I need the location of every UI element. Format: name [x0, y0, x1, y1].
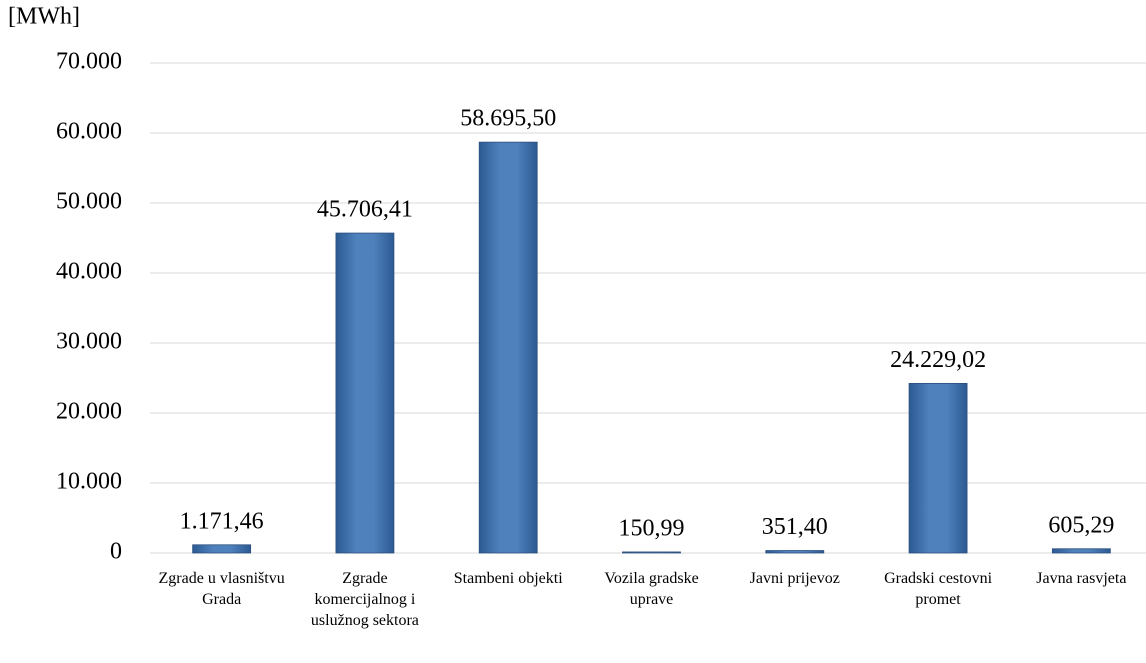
bar: [192, 544, 252, 554]
x-tick-label: Gradski cestovni promet: [884, 570, 993, 608]
bar: [1051, 548, 1111, 554]
y-tick-label: 0: [110, 539, 122, 565]
bar: [622, 551, 681, 554]
x-tick-label: Javna rasvjeta: [1036, 570, 1127, 587]
value-label: 605,29: [1048, 512, 1114, 538]
x-tick-label: Zgrade komercijalnog i uslužnog sektora: [310, 570, 419, 629]
value-label: 150,99: [619, 515, 685, 541]
x-tick-label: Stambeni objekti: [453, 570, 563, 587]
x-tick-label: Zgrade u vlasništvu Grada: [158, 570, 285, 608]
y-tick-label: 20.000: [56, 399, 122, 425]
y-axis-label: [MWh]: [8, 4, 80, 30]
bar: [335, 232, 395, 554]
value-label: 1.171,46: [180, 508, 264, 534]
y-tick-label: 10.000: [56, 469, 122, 495]
y-tick-label: 40.000: [56, 259, 122, 285]
y-tick-label: 30.000: [56, 329, 122, 355]
y-tick-label: 50.000: [56, 189, 122, 215]
y-tick-label: 60.000: [56, 119, 122, 145]
value-label: 351,40: [762, 514, 828, 540]
x-tick-label: Vozila gradske uprave: [604, 570, 699, 608]
value-label: 24.229,02: [890, 347, 986, 373]
value-label: 58.695,50: [460, 106, 556, 132]
bar: [765, 550, 825, 554]
y-tick-label: 70.000: [56, 49, 122, 75]
bar: [478, 141, 538, 554]
value-label: 45.706,41: [317, 197, 413, 223]
x-tick-label: Javni prijevoz: [749, 570, 840, 587]
bar: [908, 382, 968, 554]
